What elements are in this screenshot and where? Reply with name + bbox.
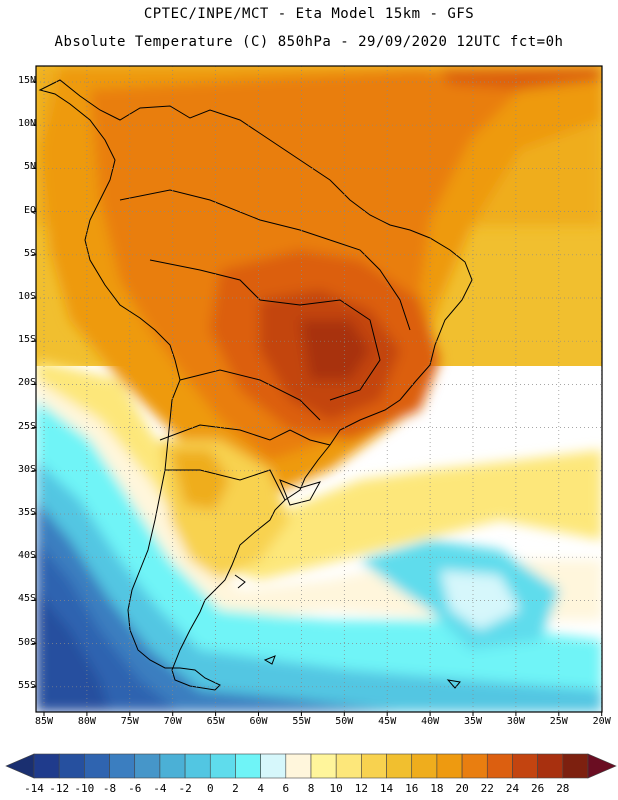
lon-label: 60W [249, 716, 268, 727]
lat-label: 50S [17, 636, 36, 648]
colorbar-label: 2 [232, 782, 239, 795]
colorbar-swatch [235, 753, 261, 779]
colorbar-label: 26 [531, 782, 545, 795]
colorbar-label: 14 [379, 782, 394, 795]
lon-label: 70W [163, 716, 182, 727]
colorbar-swatch [461, 753, 488, 779]
lat-label: 5S [23, 247, 36, 259]
colorbar-label: 4 [257, 782, 264, 795]
lon-label: 50W [335, 716, 354, 727]
lat-label: 5N [23, 161, 36, 173]
colorbar-swatch [361, 753, 387, 779]
colorbar-swatch [260, 753, 287, 779]
lat-label: 25S [17, 420, 36, 432]
colorbar-swatch [335, 753, 362, 779]
lat-label: 45S [17, 593, 36, 605]
colorbar-swatch [58, 753, 85, 779]
colorbar-swatch [209, 753, 236, 779]
lon-label: 85W [34, 716, 54, 727]
lat-label: 35S [17, 507, 36, 518]
lat-label: 20S [17, 377, 36, 389]
colorbar-label: 12 [354, 782, 368, 795]
colorbar-label: 10 [329, 782, 343, 795]
colorbar-label: 6 [282, 782, 290, 795]
colorbar-label: -10 [74, 782, 95, 795]
colorbar-label: 24 [505, 782, 520, 795]
lat-label: 40S [17, 550, 36, 562]
colorbar-label: -8 [102, 782, 117, 795]
colorbar-swatch [386, 753, 413, 779]
colorbar-swatch [33, 753, 60, 779]
lon-label: 40W [421, 716, 440, 727]
colorbar-swatch [184, 753, 211, 779]
lon-label: 75W [120, 716, 139, 727]
lon-label: 35W [463, 716, 483, 727]
lat-label: 30S [17, 463, 36, 475]
colorbar-under-arrow [5, 753, 35, 779]
colorbar-label: 18 [430, 782, 444, 795]
lat-label: 55S [17, 679, 36, 691]
colorbar-label: -12 [49, 782, 70, 795]
lat-label: 15N [17, 75, 36, 86]
lon-label: 25W [549, 716, 568, 727]
temperature-field [36, 66, 602, 712]
lat-label: EQ [23, 204, 36, 216]
colorbar-label: 0 [206, 782, 214, 795]
colorbar [5, 753, 617, 779]
map-title-line1: CPTEC/INPE/MCT - Eta Model 15km - GFS [143, 6, 475, 22]
lon-label: 20W [592, 716, 611, 727]
colorbar-over-arrow [587, 753, 617, 779]
coastline-borders [38, 79, 473, 691]
colorbar-label: -4 [153, 782, 167, 795]
map-title-line2: Absolute Temperature (C) 850hPa - 29/09/… [54, 34, 564, 50]
colorbar-label: 22 [480, 782, 494, 795]
colorbar-label: 8 [307, 782, 315, 795]
colorbar-label: 28 [556, 782, 570, 795]
lon-label: 45W [378, 716, 397, 727]
lat-label: 10S [17, 291, 36, 302]
colorbar-swatch [486, 753, 513, 779]
lat-label: 10N [17, 118, 36, 130]
colorbar-label: 20 [455, 782, 469, 795]
colorbar-label: 16 [405, 782, 419, 795]
lon-label: 65W [206, 716, 225, 727]
lat-label: 15S [17, 334, 36, 346]
lon-label: 30W [506, 716, 525, 727]
colorbar-swatch [512, 753, 538, 779]
colorbar-swatch [562, 753, 589, 779]
colorbar-swatch [285, 753, 312, 779]
lat-lon-grid [32, 66, 603, 716]
colorbar-swatch [537, 753, 564, 779]
map-frame [35, 65, 603, 713]
colorbar-swatch [84, 753, 110, 779]
colorbar-swatch [436, 753, 463, 779]
colorbar-swatch [159, 753, 186, 779]
colorbar-label: -14 [24, 782, 44, 795]
lon-label: 55W [292, 716, 311, 727]
lon-label: 80W [77, 716, 96, 727]
colorbar-label: -2 [178, 782, 192, 795]
colorbar-swatch [134, 753, 161, 779]
colorbar-swatch [411, 753, 438, 779]
colorbar-swatch [310, 753, 337, 779]
colorbar-label: -6 [128, 782, 142, 795]
colorbar-swatch [109, 753, 136, 779]
